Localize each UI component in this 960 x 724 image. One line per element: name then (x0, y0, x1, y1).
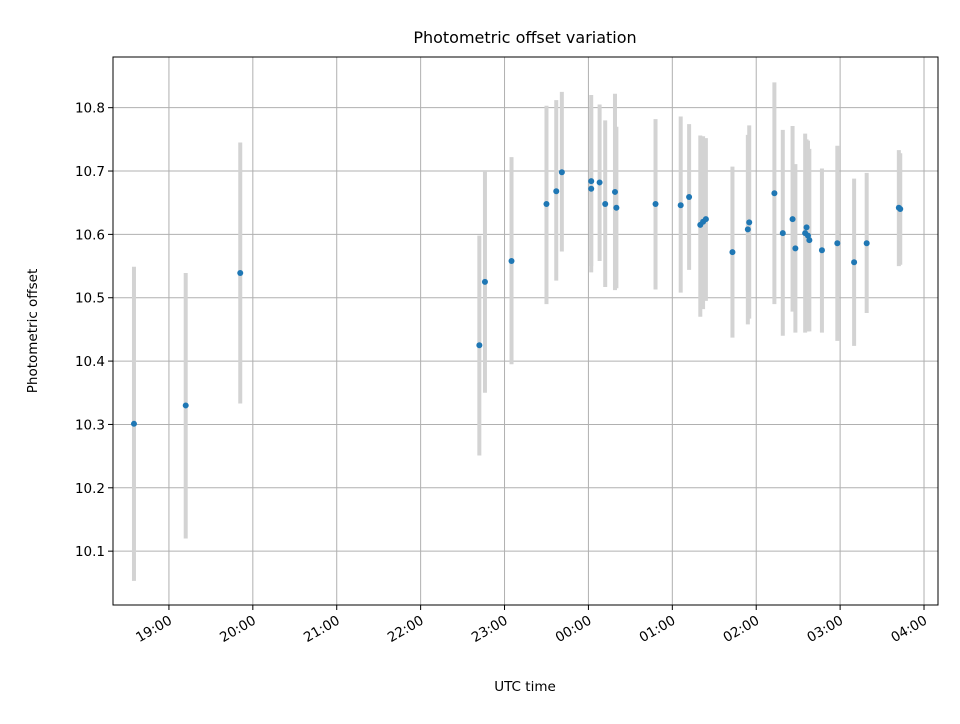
data-point (771, 190, 778, 197)
data-point (611, 188, 618, 195)
data-point (834, 240, 841, 247)
plot-frame (112, 56, 939, 606)
data-point (476, 342, 483, 349)
data-point (792, 245, 799, 252)
data-point (677, 202, 684, 209)
data-point (779, 230, 786, 237)
data-point (818, 247, 825, 254)
data-points (130, 169, 904, 427)
y-tick-label: 10.5 (75, 291, 105, 307)
y-axis-ticks: 10.1 10.2 10.3 10.4 10.5 10.6 10.7 10.8 (75, 101, 113, 560)
data-point (237, 270, 244, 277)
data-point (602, 200, 609, 207)
data-point (613, 204, 620, 211)
y-tick-label: 10.8 (75, 101, 105, 117)
x-axis-label: UTC time (494, 679, 556, 695)
data-point (897, 206, 904, 213)
data-point (652, 200, 659, 207)
y-tick-label: 10.1 (75, 544, 105, 560)
data-point (729, 249, 736, 256)
data-point (130, 420, 137, 427)
data-point (588, 185, 595, 192)
y-axis-label: Photometric offset (25, 269, 41, 393)
y-tick-label: 10.2 (75, 481, 105, 497)
y-tick-label: 10.7 (75, 164, 105, 180)
data-point (702, 216, 709, 223)
data-point (851, 259, 858, 266)
data-point (508, 257, 515, 264)
data-point (803, 224, 810, 231)
data-point (553, 188, 560, 195)
data-point (789, 216, 796, 223)
data-point (746, 219, 753, 226)
y-tick-label: 10.6 (75, 227, 105, 243)
data-point (863, 240, 870, 247)
data-point (686, 194, 693, 201)
y-tick-label: 10.3 (75, 417, 105, 433)
data-point (744, 226, 751, 233)
data-point (182, 402, 189, 409)
data-point (588, 178, 595, 185)
data-point (596, 179, 603, 186)
chart-title: Photometric offset variation (413, 28, 636, 47)
data-point (543, 200, 550, 207)
data-point (481, 278, 488, 285)
data-point (806, 237, 813, 244)
grid (113, 57, 938, 605)
y-tick-label: 10.4 (75, 354, 105, 370)
data-point (558, 169, 565, 176)
